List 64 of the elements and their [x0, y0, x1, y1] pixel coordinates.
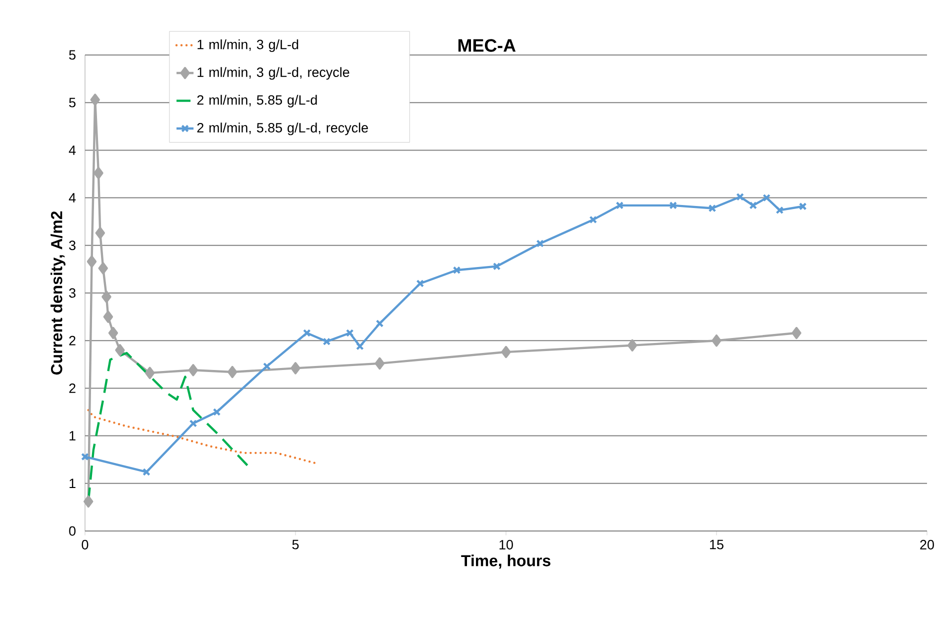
y-tick-label: 5 — [69, 98, 76, 108]
point — [108, 326, 118, 340]
legend-label: 2 ml/min, 5.85 g/L-d — [197, 94, 317, 108]
point — [627, 339, 638, 352]
point — [142, 468, 150, 476]
point — [212, 408, 221, 416]
y-tick-label: 3 — [69, 240, 76, 250]
point — [102, 290, 112, 303]
point — [589, 216, 598, 224]
point — [501, 346, 511, 358]
point — [115, 344, 125, 356]
point — [94, 166, 104, 180]
point — [322, 338, 331, 346]
point — [736, 192, 744, 201]
point — [144, 366, 155, 380]
point — [708, 204, 716, 212]
y-tick-label: 3 — [69, 288, 76, 298]
x-tick-label: 20 — [920, 540, 934, 550]
point — [776, 206, 784, 214]
point — [188, 364, 198, 376]
point — [492, 262, 501, 270]
y-axis-title: Current density, A/m2 — [50, 211, 66, 375]
point — [416, 280, 424, 288]
point — [90, 94, 100, 106]
point — [228, 366, 238, 378]
x-axis-title: Time, hours — [461, 554, 550, 569]
point — [189, 419, 198, 428]
point — [374, 357, 385, 370]
point — [98, 262, 108, 274]
point — [84, 495, 94, 508]
point — [346, 329, 354, 337]
line-series — [87, 408, 318, 465]
point — [290, 362, 300, 374]
chart-title: MEC-A — [458, 39, 516, 52]
point — [792, 326, 802, 340]
legend-label: 1 ml/min, 3 g/L-d — [198, 39, 298, 52]
point — [302, 329, 311, 337]
legend-label: 1 ml/min, 3 g/L-d, recycle — [198, 67, 350, 80]
y-tick-label: 1 — [70, 478, 76, 488]
y-tick-label: 4 — [68, 146, 76, 155]
point — [452, 266, 461, 274]
legend-label: 2 ml/min, 5.85 g/L-d, recycle — [197, 122, 368, 136]
y-tick-label: 5 — [69, 50, 76, 60]
point — [762, 194, 771, 202]
x-tick-label: 15 — [710, 540, 724, 550]
y-tick-label: 4 — [68, 193, 76, 202]
point — [712, 334, 722, 347]
point — [536, 240, 544, 248]
y-tick-label: 0 — [69, 526, 76, 536]
x-tick-label: 5 — [292, 540, 299, 550]
y-tick-label: 2 — [69, 336, 76, 346]
y-tick-label: 2 — [69, 384, 76, 393]
y-tick-label: 1 — [70, 431, 76, 440]
point — [669, 201, 678, 210]
point — [376, 320, 384, 328]
x-tick-label: 10 — [500, 540, 513, 550]
point — [749, 201, 758, 210]
point — [616, 201, 624, 210]
point — [262, 362, 271, 370]
x-tick-label: 0 — [82, 540, 88, 550]
point — [103, 310, 114, 323]
point — [95, 226, 106, 240]
point — [356, 342, 364, 350]
point — [86, 255, 97, 268]
